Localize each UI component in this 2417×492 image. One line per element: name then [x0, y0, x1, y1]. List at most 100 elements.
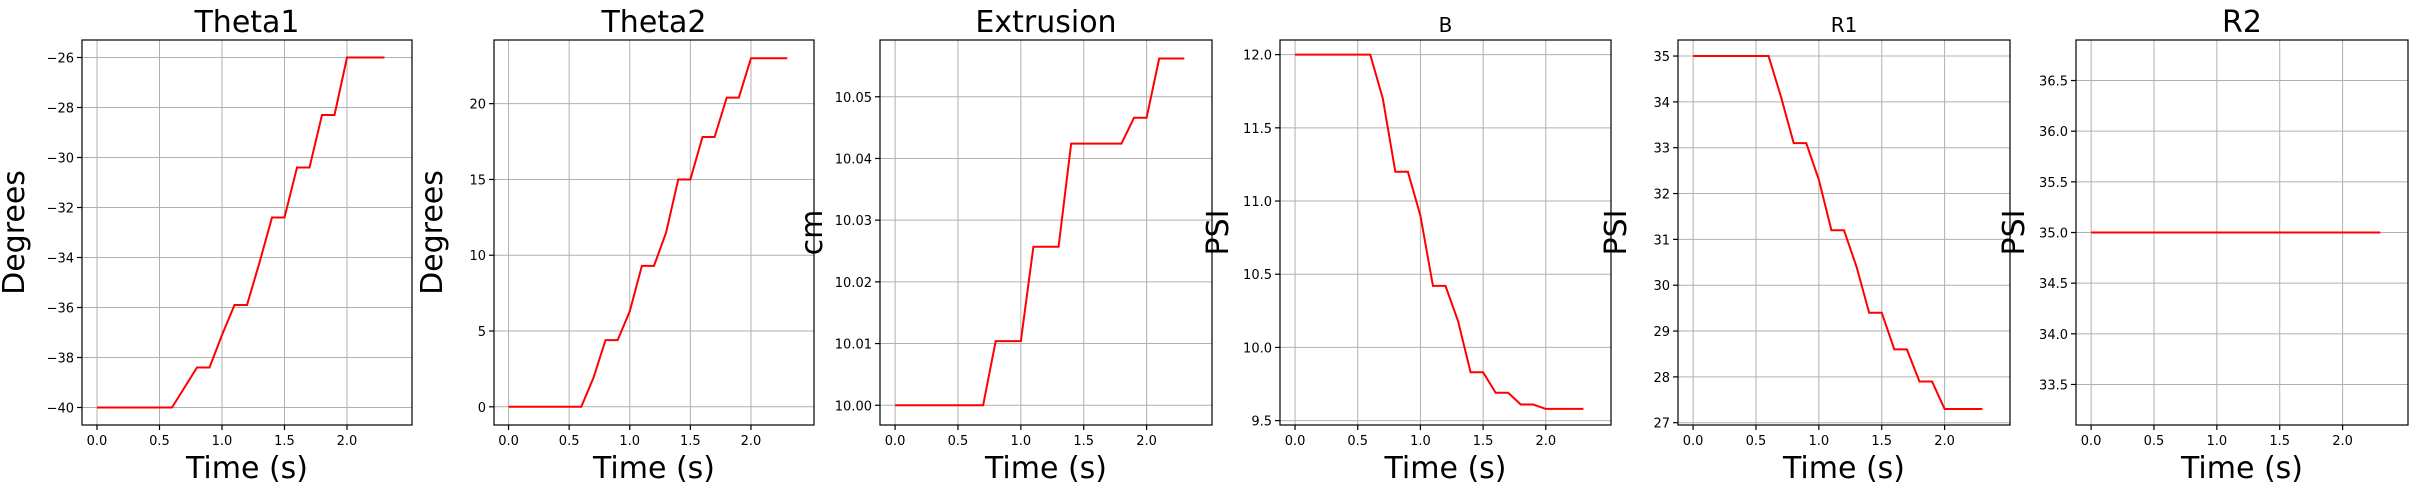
x-tick-label: 0.0 — [1683, 434, 1704, 449]
y-tick-label: 33 — [1653, 142, 1670, 157]
x-axis-label: Time (s) — [2180, 451, 2303, 486]
x-tick-label: 1.5 — [1073, 434, 1094, 449]
y-tick-label: 32 — [1653, 188, 1670, 203]
y-tick-label: 29 — [1653, 325, 1670, 340]
series-line-1 — [895, 57, 1185, 407]
plot-frame — [1677, 39, 2011, 426]
x-axis-label: Time (s) — [592, 451, 715, 486]
x-tick-label: 2.0 — [337, 434, 358, 449]
x-tick-label: 0.5 — [1746, 434, 1767, 449]
y-tick-label: −36 — [47, 302, 74, 317]
series-line-1 — [1295, 53, 1584, 410]
y-tick-label: 27 — [1653, 417, 1670, 432]
y-tick-label: −26 — [47, 52, 74, 67]
y-tick-label: −34 — [47, 252, 74, 267]
x-tick-label: 2.0 — [1934, 434, 1955, 449]
x-tick-label: 1.5 — [680, 434, 701, 449]
chart-panel-4: 0.0 0.5 1.0 1.5 2.0 9.5 10.0 10.5 11.0 11.5 12.0 B T… — [1201, 13, 1612, 486]
y-axis-label: Degrees — [415, 170, 450, 295]
y-tick-label: 5 — [478, 325, 486, 340]
x-tick-label: 0.0 — [2081, 434, 2102, 449]
x-tick-label: 0.5 — [1347, 434, 1368, 449]
x-tick-label: 0.5 — [948, 434, 969, 449]
y-tick-label: −30 — [47, 152, 74, 167]
x-tick-label: 0.0 — [87, 434, 108, 449]
y-tick-label: 34.0 — [2039, 328, 2068, 343]
x-tick-label: 1.0 — [1809, 434, 1830, 449]
x-tick-label: 0.0 — [498, 434, 519, 449]
series-line-1 — [1693, 55, 1983, 410]
series-line-1 — [508, 57, 788, 408]
plot-frame — [879, 39, 1213, 426]
y-tick-label: 10.03 — [835, 214, 872, 229]
y-tick-label: 0 — [478, 401, 486, 416]
x-tick-label: 1.5 — [1871, 434, 1892, 449]
chart-title: R2 — [2222, 5, 2262, 40]
y-tick-label: 33.5 — [2039, 378, 2068, 393]
y-tick-label: 36.5 — [2039, 75, 2068, 90]
x-axis-label: Time (s) — [185, 451, 308, 486]
y-tick-label: 35.0 — [2039, 227, 2068, 242]
x-tick-label: 0.0 — [1285, 434, 1306, 449]
x-tick-label: 0.5 — [2144, 434, 2165, 449]
y-tick-label: 11.5 — [1243, 122, 1272, 137]
y-tick-label: −40 — [47, 402, 74, 417]
y-tick-label: 10 — [469, 249, 486, 264]
y-axis-label: Degrees — [0, 170, 32, 295]
x-tick-label: 2.0 — [741, 434, 762, 449]
chart-panel-2: 0.0 0.5 1.0 1.5 2.0 0 5 10 15 20 Theta2 Time (s) Deg… — [415, 5, 815, 486]
y-tick-label: 10.00 — [835, 399, 872, 414]
y-tick-label: −28 — [47, 102, 74, 117]
y-tick-label: 10.05 — [835, 91, 872, 106]
chart-panel-5: 0.0 0.5 1.0 1.5 2.0 27 28 29 30 31 32 33 34 35 R1 Time … — [1599, 13, 2011, 486]
y-tick-label: 20 — [469, 98, 486, 113]
y-tick-label: 10.01 — [835, 338, 872, 353]
y-tick-label: 35.5 — [2039, 176, 2068, 191]
x-tick-label: 1.5 — [274, 434, 295, 449]
chart-panel-3: 0.0 0.5 1.0 1.5 2.0 10.00 10.01 10.02 10.03 10.04… — [795, 5, 1213, 486]
y-axis-label: PSI — [1997, 210, 2032, 256]
plot-frame — [493, 39, 815, 426]
y-tick-label: 35 — [1653, 50, 1670, 65]
y-tick-label: 34.5 — [2039, 277, 2068, 292]
x-axis-label: Time (s) — [1384, 451, 1507, 486]
x-tick-label: 1.5 — [2269, 434, 2290, 449]
y-tick-label: 34 — [1653, 96, 1670, 111]
x-tick-label: 2.0 — [2332, 434, 2353, 449]
y-tick-label: 9.5 — [1251, 415, 1272, 430]
x-axis-label: Time (s) — [984, 451, 1107, 486]
chart-title: R1 — [1831, 13, 1858, 37]
y-tick-label: 10.5 — [1243, 268, 1272, 283]
chart-panel-6: 0.0 0.5 1.0 1.5 2.0 33.5 34.0 34.5 35.0 35.5 36.0 3… — [1997, 5, 2409, 486]
y-tick-label: 28 — [1653, 371, 1670, 386]
plot-frame — [81, 39, 413, 426]
chart-title: Extrusion — [975, 5, 1116, 40]
x-tick-label: 1.5 — [1473, 434, 1494, 449]
y-tick-label: −38 — [47, 352, 74, 367]
x-tick-label: 1.0 — [1011, 434, 1032, 449]
y-tick-label: 15 — [469, 173, 486, 188]
chart-title: Theta2 — [600, 5, 706, 40]
x-tick-label: 0.5 — [149, 434, 170, 449]
y-tick-label: 30 — [1653, 279, 1670, 294]
y-tick-label: 31 — [1653, 233, 1670, 248]
y-tick-label: 12.0 — [1243, 49, 1272, 64]
x-axis-label: Time (s) — [1782, 451, 1905, 486]
y-tick-label: 10.02 — [835, 276, 872, 291]
y-tick-label: 10.04 — [835, 152, 872, 167]
y-axis-label: cm — [795, 210, 830, 256]
x-tick-label: 1.0 — [2207, 434, 2228, 449]
x-tick-label: 1.0 — [1410, 434, 1431, 449]
chart-title: B — [1439, 13, 1453, 37]
plot-frame — [1279, 39, 1612, 426]
chart-title: Theta1 — [193, 5, 299, 40]
y-tick-label: 11.0 — [1243, 195, 1272, 210]
y-axis-label: PSI — [1201, 210, 1236, 256]
x-tick-label: 2.0 — [1136, 434, 1157, 449]
y-tick-label: −32 — [47, 202, 74, 217]
x-tick-label: 0.0 — [885, 434, 906, 449]
series-line-1 — [97, 56, 385, 409]
y-axis-label: PSI — [1599, 210, 1634, 256]
x-tick-label: 1.0 — [619, 434, 640, 449]
